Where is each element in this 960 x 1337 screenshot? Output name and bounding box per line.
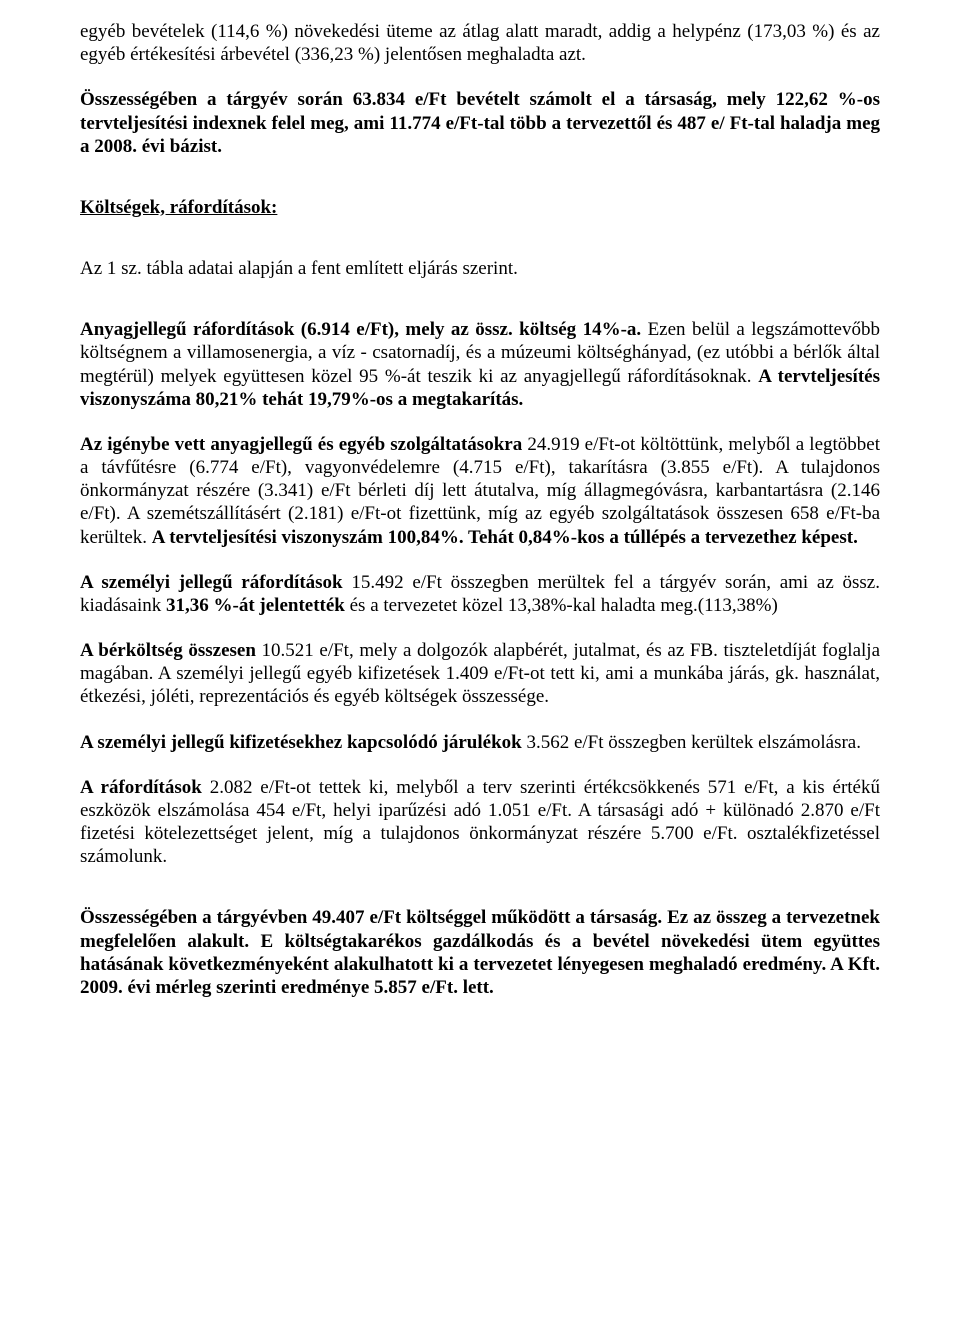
paragraph-wages: A bérköltség összesen 10.521 e/Ft, mely … [80, 639, 880, 709]
text-bold: Az igénybe vett anyagjellegű és egyéb sz… [80, 434, 527, 455]
text-bold: 31,36 %-át jelentették [166, 595, 345, 616]
paragraph-services: Az igénybe vett anyagjellegű és egyéb sz… [80, 433, 880, 549]
text-bold: A tervteljesítési viszonyszám 100,84%. T… [152, 527, 858, 548]
paragraph-summary-revenue: Összességében a tárgyév során 63.834 e/F… [80, 88, 880, 158]
text: 3.562 e/Ft összegben kerültek elszámolás… [526, 732, 861, 753]
text-bold: Összességében a tárgyévben 49.407 e/Ft k… [80, 907, 880, 998]
section-heading-costs: Költségek, ráfordítások: [80, 196, 880, 219]
paragraph-expenditures: A ráfordítások 2.082 e/Ft-ot tettek ki, … [80, 776, 880, 869]
paragraph-table-ref: Az 1 sz. tábla adatai alapján a fent eml… [80, 257, 880, 280]
document-page: egyéb bevételek (114,6 %) növekedési üte… [0, 0, 960, 1337]
paragraph-material-costs: Anyagjellegű ráfordítások (6.914 e/Ft), … [80, 318, 880, 411]
text-bold: Anyagjellegű ráfordítások (6.914 e/Ft), … [80, 319, 641, 340]
text: Az 1 sz. tábla adatai alapján a fent eml… [80, 258, 518, 279]
paragraph-contributions: A személyi jellegű kifizetésekhez kapcso… [80, 731, 880, 754]
text-bold: A személyi jellegű kifizetésekhez kapcso… [80, 732, 526, 753]
text-bold: A személyi jellegű ráfordítások [80, 572, 351, 593]
paragraph-personnel: A személyi jellegű ráfordítások 15.492 e… [80, 571, 880, 617]
text-bold: Összességében a tárgyév során 63.834 e/F… [80, 89, 880, 156]
text-bold: A ráfordítások [80, 777, 210, 798]
text: és a tervezetet közel 13,38%-kal haladta… [345, 595, 778, 616]
heading-text: Költségek, ráfordítások: [80, 197, 277, 218]
paragraph-intro: egyéb bevételek (114,6 %) növekedési üte… [80, 20, 880, 66]
paragraph-final-summary: Összességében a tárgyévben 49.407 e/Ft k… [80, 906, 880, 999]
text-bold: A bérköltség összesen [80, 640, 262, 661]
text: egyéb bevételek (114,6 %) növekedési üte… [80, 21, 880, 65]
